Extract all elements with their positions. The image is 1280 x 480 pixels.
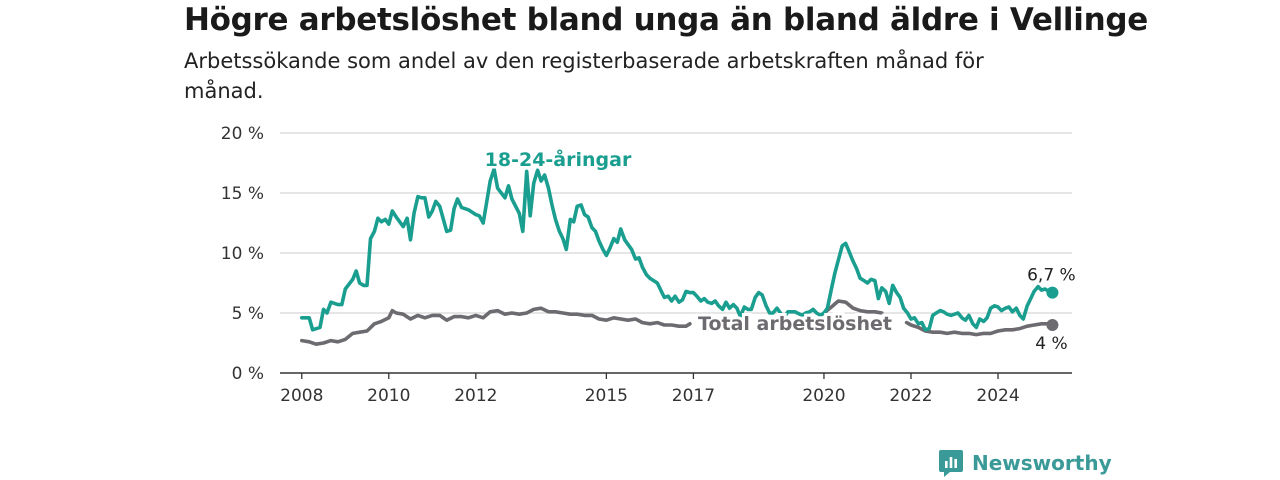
- labels: 18-24-åringar Total arbetslöshet 6,7 % 4 %: [482, 145, 1076, 355]
- x-tick-label: 2015: [585, 386, 628, 406]
- end-point-total: [1046, 319, 1059, 331]
- axes: 0 % 5 % 10 % 15 % 20 % 2008 2010 2012 2015 2017 20…: [221, 124, 1072, 406]
- end-value-label-youth: 6,7 %: [1027, 266, 1076, 286]
- x-tick-label: 2012: [454, 386, 497, 406]
- x-tick-label: 2008: [280, 386, 323, 406]
- end-value-label-total: 4 %: [1035, 334, 1067, 354]
- gridlines: [280, 132, 1072, 314]
- chart-title: Högre arbetslöshet bland unga än bland ä…: [184, 2, 1148, 38]
- brand-logo: Newsworthy: [938, 448, 1112, 478]
- series-label-youth: 18-24-åringar: [485, 147, 632, 171]
- y-tick-label: 0 %: [232, 364, 264, 384]
- x-tick-label: 2017: [672, 386, 715, 406]
- x-tick-label: 2024: [976, 386, 1019, 406]
- series-line-total: [300, 306, 692, 346]
- chart-subtitle: Arbetssökande som andel av den registerb…: [184, 49, 984, 103]
- series-line-total-end: [904, 320, 1055, 337]
- end-point-youth: [1046, 286, 1059, 299]
- y-tick-label: 15 %: [221, 184, 264, 204]
- x-tick-label: 2022: [889, 386, 932, 406]
- series: [300, 167, 1059, 346]
- series-line-youth: [300, 167, 1055, 332]
- x-tick-label: 2020: [802, 386, 845, 406]
- x-tick-label: 2010: [367, 386, 410, 406]
- y-tick-label: 5 %: [232, 304, 264, 324]
- y-tick-label: 20 %: [221, 124, 264, 144]
- y-tick-label: 10 %: [221, 244, 264, 264]
- brand-name: Newsworthy: [972, 451, 1112, 475]
- newsworthy-logo-icon: [939, 450, 963, 477]
- series-label-total: Total arbetslöshet: [698, 313, 892, 335]
- series-line-total-mid: [822, 299, 884, 315]
